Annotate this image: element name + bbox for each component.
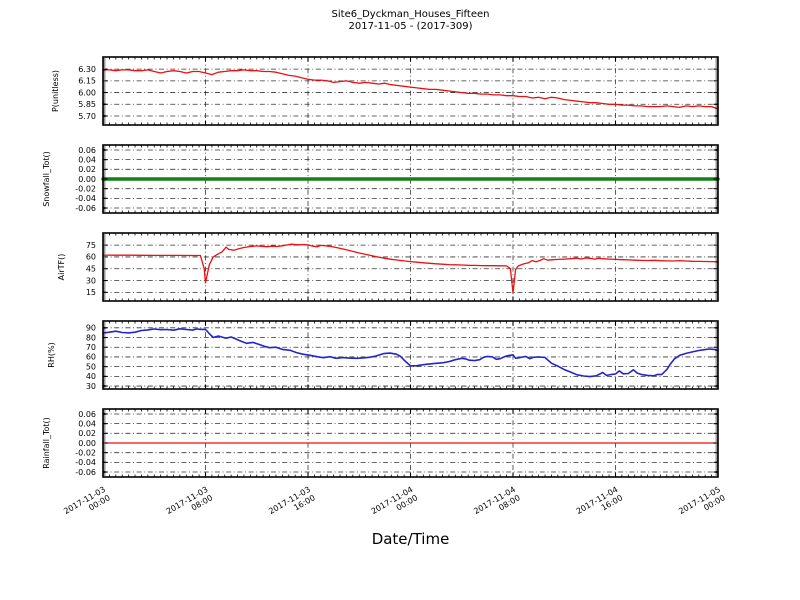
y-tick-label: 6.00 (78, 88, 96, 97)
y-tick-label: -0.04 (75, 458, 96, 467)
panel-rainfall-plot: 0.060.040.020.00-0.02-0.04-0.06 Rainfall_… (42, 408, 727, 524)
y-axis-label: AirTF() (57, 254, 66, 281)
chart-title-line2: 2017-11-05 - (2017-309) (348, 20, 473, 32)
y-axis-label: RH(%) (47, 342, 56, 367)
y-tick-label: 60 (86, 253, 96, 262)
x-tick-label: 2017-11-0316:00 (267, 485, 317, 524)
y-tick-label: -0.02 (75, 184, 96, 193)
y-tick-label: 0.02 (78, 429, 96, 438)
panel-airtf-plot: 75 60 45 30 15 AirTF() (57, 232, 719, 302)
y-tick-label: -0.06 (75, 204, 96, 213)
y-tick-label: 6.15 (78, 77, 96, 86)
x-tick-label: 2017-11-0500:00 (677, 485, 727, 524)
y-tick-label: 80 (86, 333, 96, 342)
chart-title: Site6_Dyckman_Houses_Fifteen 2017-11-05 … (103, 9, 718, 32)
y-tick-label: 0.00 (78, 439, 96, 448)
x-tick-label: 2017-11-0308:00 (165, 485, 215, 524)
y-axis-label: Snowfall_Tot() (42, 151, 51, 207)
chart-title-line1: Site6_Dyckman_Houses_Fifteen (331, 9, 490, 20)
y-axis-label: Rainfall_Tot() (42, 417, 51, 469)
x-tick-label: 2017-11-0400:00 (370, 485, 420, 524)
y-tick-label: 0.06 (78, 146, 96, 155)
y-tick-label: 90 (86, 324, 96, 333)
y-tick-label: 0.04 (78, 419, 96, 428)
y-tick-label: 70 (86, 343, 96, 352)
y-tick-label: -0.06 (75, 468, 96, 477)
y-tick-label: -0.04 (75, 194, 96, 203)
y-tick-label: 0.02 (78, 165, 96, 174)
y-tick-label: 15 (86, 288, 96, 297)
y-tick-label: 0.04 (78, 155, 96, 164)
y-tick-label: 50 (86, 362, 96, 371)
y-tick-label: 75 (86, 241, 96, 250)
x-tick-label: 2017-11-0416:00 (575, 485, 625, 524)
y-tick-label: 6.30 (78, 65, 96, 74)
y-axis-label: P(unitless) (51, 70, 60, 112)
x-tick-label: 2017-11-0300:00 (62, 485, 112, 524)
panel-p-unitless-plot: 6.30 6.15 6.00 5.85 5.70 P(unitless) (51, 56, 719, 126)
y-tick-label: -0.02 (75, 448, 96, 457)
y-tick-label: 0.00 (78, 175, 96, 184)
y-tick-label: 5.85 (78, 100, 96, 109)
panel-snowfall-plot: 0.060.040.020.00-0.02-0.04-0.06 Snowfall_… (42, 144, 720, 214)
y-tick-label: 30 (86, 276, 96, 285)
y-tick-label: 5.70 (78, 112, 96, 121)
y-tick-label: 30 (86, 382, 96, 391)
y-tick-label: 45 (86, 265, 96, 274)
y-tick-label: 60 (86, 353, 96, 362)
y-tick-label: 0.06 (78, 410, 96, 419)
x-axis-title: Date/Time (371, 530, 450, 548)
y-tick-label: 40 (86, 372, 96, 381)
x-tick-label: 2017-11-0408:00 (472, 485, 522, 524)
